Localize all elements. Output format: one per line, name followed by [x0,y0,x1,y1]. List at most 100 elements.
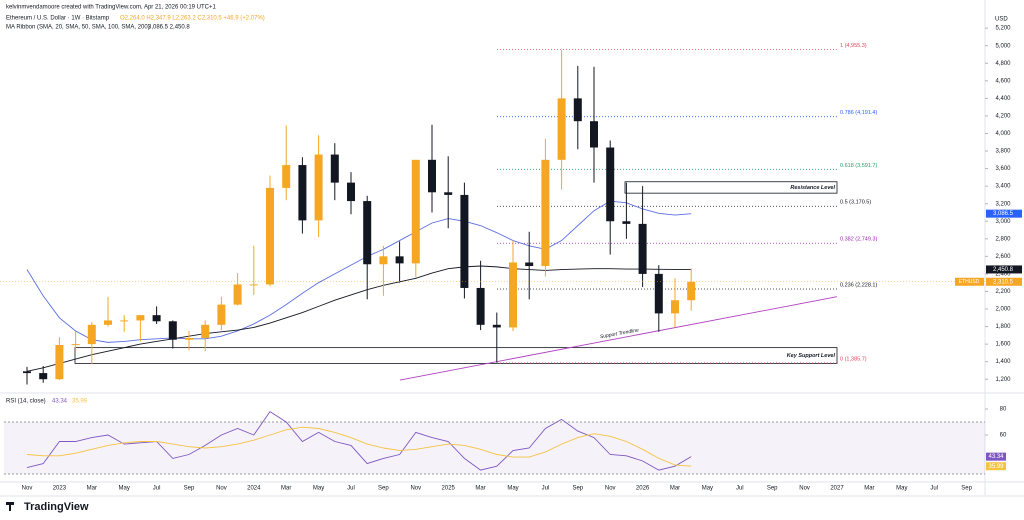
zone-label: Resistance Level [790,185,835,191]
y-tick-label: 4,800 [995,61,1011,67]
x-tick-label: Sep [767,486,778,492]
fib-label: 0.618 (3,591.7) [840,163,877,169]
indicator: MA Ribbon (SMA, 20, SMA, 50, SMA, 100, S… [6,25,150,31]
x-tick-label: May [119,486,130,492]
candle-body [557,98,566,160]
x-tick-label: May [896,486,907,492]
y-tick-label: 4,600 [995,78,1011,84]
x-tick-label: Sep [961,486,972,492]
x-tick-label: 2023 [53,486,67,492]
x-tick-label: Sep [572,486,583,492]
candle-body [654,273,663,314]
candle-body [249,284,258,286]
candle-body [185,337,193,340]
y-tick-label: 2,200 [995,289,1011,295]
fib-label: 0.382 (2,749.3) [840,237,877,243]
y-tick-label: 4,000 [995,131,1011,137]
candle-body [168,321,177,340]
trendline [399,296,838,381]
candle-body [71,344,80,346]
fib-label: 1 (4,955.3) [840,43,867,49]
x-tick-label: Nov [22,486,33,492]
rsi-title-value: 35.99 [72,399,88,405]
candle-body [347,182,355,202]
candle-body [476,287,485,325]
y-tick-label: 3,800 [995,149,1011,155]
candle-body [282,165,291,188]
x-tick-label: Nov [605,486,616,492]
rsi-badge-label: 35.99 [988,464,1004,470]
rsi-badge [986,452,1006,461]
y-tick-label: 5,200 [995,26,1011,32]
candle-body [671,300,679,314]
x-tick-label: Nov [410,486,421,492]
zone [624,181,838,194]
symbol: Ethereum / U.S. Dollar · 1W · Bitstamp [6,16,110,22]
candle-body [363,201,372,265]
candle-body [428,159,436,193]
candle-body [460,194,469,288]
currency: USD [995,17,1008,23]
candle-body [411,159,420,264]
x-tick-label: Sep [378,486,389,492]
price-badge [986,209,1022,218]
candle-body [298,165,307,221]
x-tick-label: Mar [475,486,485,492]
y-tick-label: 5,000 [995,43,1011,49]
candle-body [330,154,339,183]
candle-body [266,187,274,285]
fib-label: 0 (1,385.7) [840,356,867,362]
candle-body [120,320,129,322]
x-tick-label: Jul [930,486,938,492]
candle-body [541,159,550,267]
price-badge [986,265,1022,274]
candle-body [233,284,242,305]
candle-body [492,324,501,328]
indicator-values: 3,086.5 2,450.8 [148,25,190,31]
candle-body [573,98,582,122]
x-tick-label: Mar [670,486,680,492]
author-line: kelvinmvendamoore created with TradingVi… [6,5,217,11]
candle-body [87,324,96,345]
x-tick-label: Mar [281,486,291,492]
rsi-band [4,422,985,474]
x-tick-label: May [702,486,713,492]
symbol-label: ETHUSD [959,279,980,285]
y-tick-label: 4,400 [995,96,1011,102]
logo-icon [6,502,14,511]
x-tick-label: May [507,486,518,492]
x-tick-label: 2025 [442,486,456,492]
y-tick-label: 4,200 [995,114,1011,120]
x-tick-label: Mar [87,486,97,492]
candle-body [217,304,226,325]
y-tick-label: 3,200 [995,201,1011,207]
rsi-line [26,410,692,471]
x-tick-label: 2024 [247,486,261,492]
rsi-badge [986,462,1006,471]
candle-body [395,256,404,264]
x-tick-label: Jul [153,486,161,492]
candle-body [201,324,210,338]
candle-body [509,262,517,328]
candle-body [687,281,696,301]
candle-body [606,147,615,222]
y-tick-label: 3,000 [995,219,1011,225]
symbol-badge [955,277,984,286]
fib-label: 0.236 (2,228.1) [840,282,877,288]
moving-average [26,200,692,343]
zone-label: Key Support Level [787,353,836,359]
rsi-title: RSI (14, close) [6,399,46,405]
y-tick-label: 2,400 [995,271,1011,277]
candle-body [136,315,145,321]
price-badge-label: 2,450.8 [993,267,1014,273]
y-tick-label: 1,600 [995,342,1011,348]
x-tick-label: Jul [347,486,355,492]
y-tick-label: 3,400 [995,184,1011,190]
y-tick-label: 2,600 [995,254,1011,260]
candle-body [39,373,48,380]
y-tick-label: 1,400 [995,359,1011,365]
x-tick-label: May [313,486,324,492]
y-tick-label: 1,800 [995,324,1011,330]
